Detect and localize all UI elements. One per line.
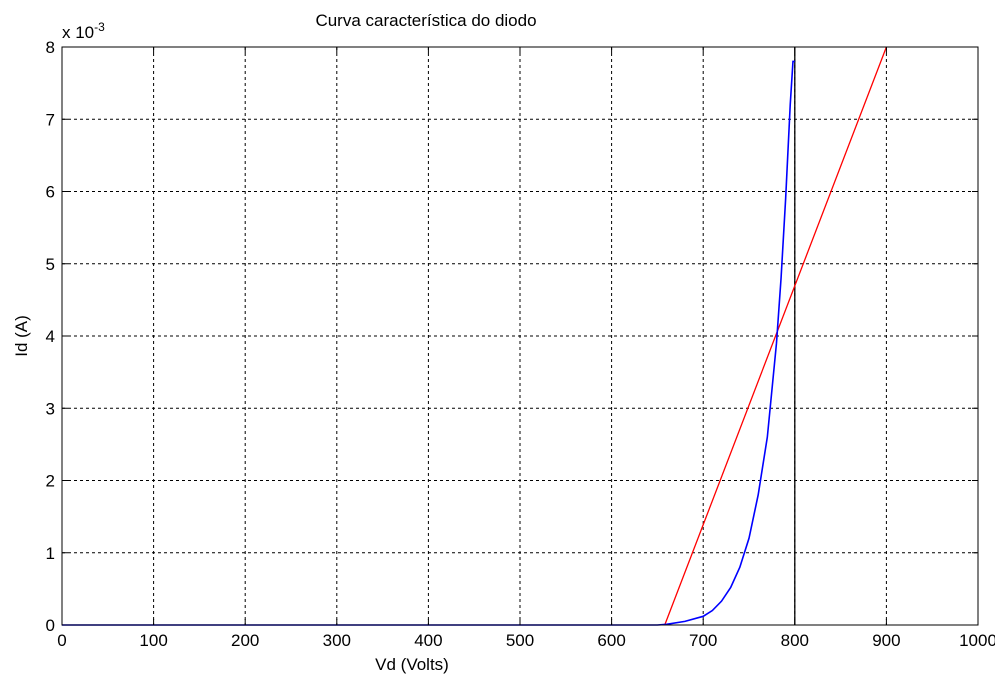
x-tick-label: 500 <box>506 631 534 650</box>
x-tick-label: 400 <box>414 631 442 650</box>
x-tick-label: 800 <box>781 631 809 650</box>
x-tick-label: 300 <box>323 631 351 650</box>
x-axis-label: Vd (Volts) <box>375 655 449 674</box>
chart-title: Curva característica do diodo <box>315 11 536 30</box>
y-axis-exponent: x 10-3 <box>62 20 105 42</box>
y-axis-label: Id (A) <box>12 315 31 357</box>
x-tick-label: 0 <box>57 631 66 650</box>
y-tick-label: 6 <box>46 183 55 202</box>
y-tick-label: 7 <box>46 110 55 129</box>
y-tick-label: 3 <box>46 399 55 418</box>
x-tick-label: 700 <box>689 631 717 650</box>
y-tick-label: 0 <box>46 616 55 635</box>
y-tick-label: 5 <box>46 255 55 274</box>
x-tick-label: 1000 <box>959 631 995 650</box>
x-tick-label: 900 <box>872 631 900 650</box>
x-tick-label: 200 <box>231 631 259 650</box>
ticks: 0 100 200 300 400 500 600 700 800 900 1000 0 1 2 3 4 5 6 7… <box>46 38 995 650</box>
x-tick-label: 100 <box>139 631 167 650</box>
y-tick-label: 8 <box>46 38 55 57</box>
y-tick-label: 4 <box>46 327 55 346</box>
x-tick-label: 600 <box>597 631 625 650</box>
y-axis-exponent-power: -3 <box>94 20 105 34</box>
y-axis-exponent-base: x 10 <box>62 23 94 42</box>
y-tick-label: 1 <box>46 544 55 563</box>
y-tick-label: 2 <box>46 472 55 491</box>
series-line-1 <box>664 46 888 626</box>
